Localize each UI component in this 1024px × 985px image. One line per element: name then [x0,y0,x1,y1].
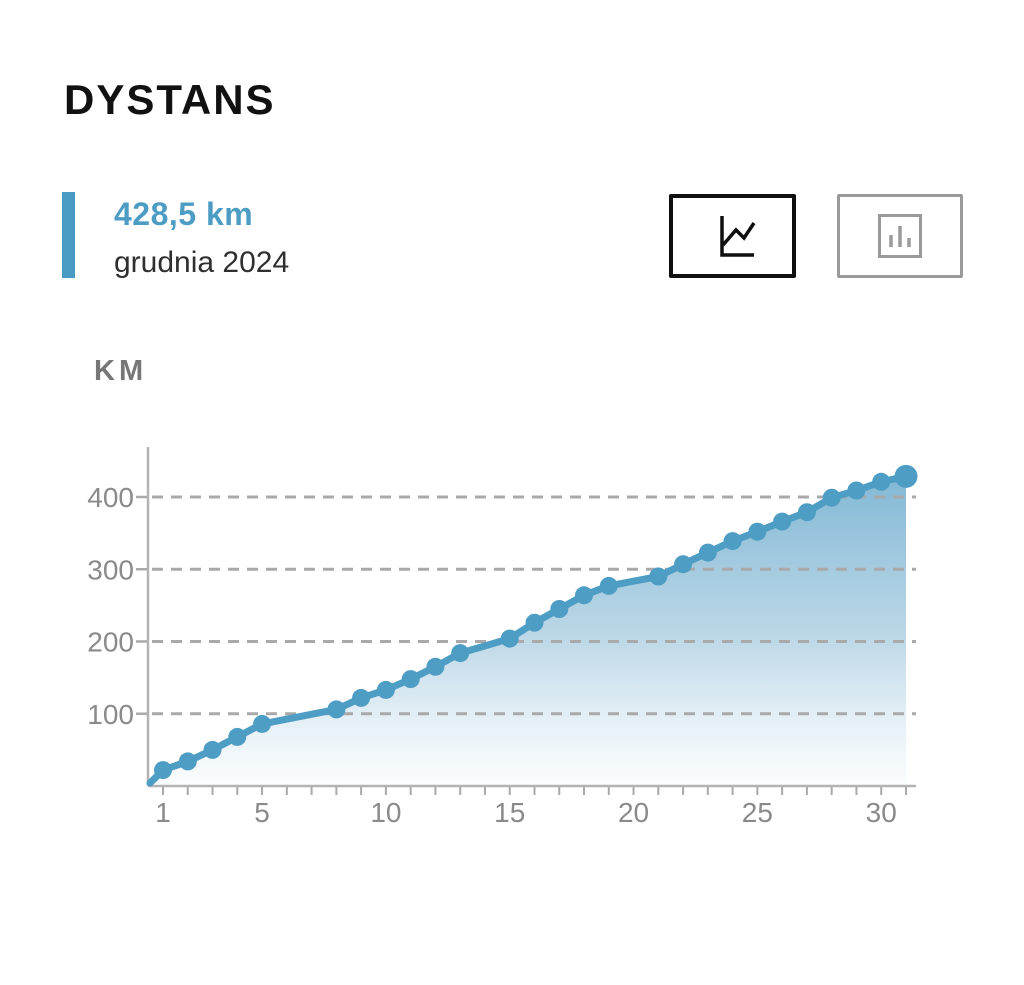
data-point-day-16[interactable] [525,613,544,632]
bar-chart-view-button[interactable] [837,194,963,278]
y-axis-label: 300 [87,554,134,585]
data-point-day-22[interactable] [674,555,693,574]
data-point-day-13[interactable] [451,644,470,663]
data-point-day-12[interactable] [426,657,445,676]
x-axis-label: 25 [742,797,773,828]
y-axis-unit-label: KM [94,355,148,387]
data-point-day-23[interactable] [698,543,717,562]
data-point-day-21[interactable] [649,567,668,586]
data-point-day-2[interactable] [178,752,197,771]
data-point-day-24[interactable] [723,532,742,551]
data-point-day-8[interactable] [327,700,346,719]
data-point-day-11[interactable] [401,670,420,689]
data-point-day-9[interactable] [352,688,371,707]
data-point-day-17[interactable] [550,600,569,618]
stat-accent-bar [62,192,75,278]
page-title: DYSTANS [64,76,276,123]
data-point-day-1[interactable] [154,761,172,780]
x-axis-label: 1 [155,797,171,828]
data-point-day-29[interactable] [847,481,866,500]
data-point-day-31[interactable] [894,464,918,488]
data-point-day-19[interactable] [599,576,618,595]
line-chart-icon [719,216,755,257]
data-point-day-10[interactable] [376,680,395,699]
line-chart-view-button[interactable] [669,194,796,278]
bar-chart-icon [878,214,922,258]
data-point-day-3[interactable] [203,740,222,759]
x-axis-label: 20 [618,797,649,828]
chart-area-fill [150,476,906,786]
y-axis-label: 400 [87,482,134,513]
data-point-day-28[interactable] [822,488,841,507]
x-axis-label: 5 [254,797,270,828]
data-point-day-4[interactable] [228,727,247,746]
stat-total-distance: 428,5 km [114,196,254,232]
data-point-day-25[interactable] [748,522,767,541]
data-point-day-27[interactable] [797,503,816,522]
data-point-day-15[interactable] [500,629,519,648]
x-axis-label: 15 [494,797,525,828]
y-axis-label: 200 [87,627,134,658]
cumulative-distance-line [146,472,910,787]
data-point-day-30[interactable] [872,472,891,491]
x-axis-label: 10 [370,797,401,828]
x-axis-label: 30 [866,797,897,828]
stat-period: grudnia 2024 [114,246,290,279]
data-point-day-26[interactable] [773,512,792,531]
data-point-day-5[interactable] [253,714,272,733]
y-axis-label: 100 [87,699,134,730]
data-point-day-18[interactable] [575,586,593,605]
